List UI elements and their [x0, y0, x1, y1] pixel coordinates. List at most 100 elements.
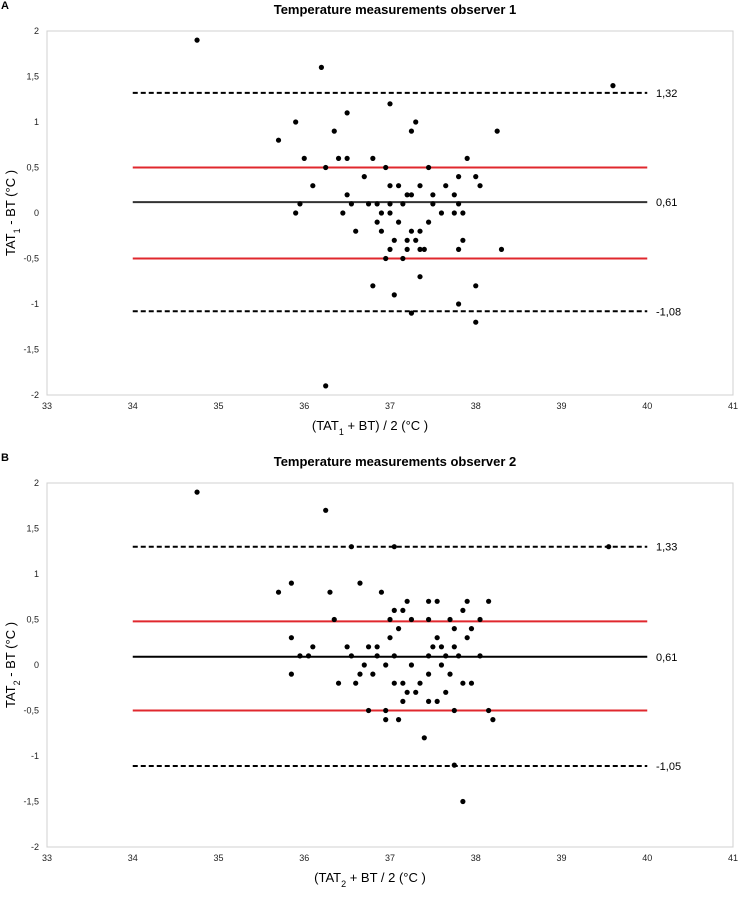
- data-point: [357, 671, 363, 677]
- data-point: [490, 717, 496, 723]
- data-point: [408, 662, 415, 668]
- x-tick-label: 35: [213, 401, 223, 411]
- data-point: [340, 210, 346, 216]
- data-point: [425, 698, 432, 704]
- data-point: [425, 616, 432, 623]
- data-point: [331, 128, 337, 134]
- data-point: [370, 155, 376, 161]
- data-point: [443, 689, 449, 695]
- data-point: [451, 707, 457, 714]
- data-point: [348, 544, 355, 550]
- data-point: [451, 210, 457, 216]
- x-tick-label: 38: [471, 853, 481, 863]
- data-point: [486, 598, 492, 604]
- data-point: [498, 246, 505, 252]
- data-point: [400, 607, 406, 613]
- data-point: [378, 210, 385, 216]
- x-tick-label: 37: [385, 853, 395, 863]
- data-point: [395, 219, 402, 225]
- x-tick-label: 41: [728, 853, 738, 863]
- data-point: [344, 644, 350, 650]
- data-point: [383, 717, 389, 723]
- reference-line-label: 1,32: [656, 88, 677, 100]
- x-tick-label: 33: [42, 853, 52, 863]
- y-tick-label: -0,5: [23, 254, 39, 264]
- y-axis-label: TAT1 - BT (°C ): [3, 170, 22, 256]
- data-point: [365, 644, 372, 650]
- data-point: [395, 626, 402, 632]
- data-point: [344, 192, 350, 198]
- data-point: [387, 183, 393, 189]
- data-point: [434, 635, 440, 641]
- data-point: [430, 201, 436, 207]
- data-point: [425, 598, 432, 604]
- data-point: [421, 735, 427, 741]
- data-point: [288, 635, 294, 641]
- data-point: [451, 626, 457, 632]
- x-tick-label: 37: [385, 401, 395, 411]
- data-point: [194, 489, 200, 495]
- data-point: [477, 616, 483, 623]
- data-point: [486, 707, 492, 714]
- data-point: [391, 544, 397, 550]
- data-point: [387, 635, 393, 641]
- data-point: [460, 680, 466, 686]
- data-point: [430, 192, 436, 198]
- data-point: [370, 283, 376, 289]
- data-point: [477, 653, 483, 659]
- data-point: [335, 680, 342, 686]
- x-tick-label: 38: [471, 401, 481, 411]
- y-tick-label: 0: [34, 660, 39, 670]
- data-point: [344, 155, 350, 161]
- data-point: [473, 319, 479, 325]
- data-point: [430, 644, 436, 650]
- data-point: [451, 644, 457, 650]
- y-tick-label: 2: [34, 26, 39, 36]
- data-point: [421, 246, 427, 252]
- x-tick-label: 33: [42, 401, 52, 411]
- data-point: [434, 598, 440, 604]
- data-point: [417, 274, 423, 280]
- data-point: [297, 201, 303, 207]
- data-point: [464, 598, 470, 604]
- data-point: [353, 680, 359, 686]
- x-axis-label: (TAT1 + BT) / 2 (°C ): [312, 418, 428, 437]
- plot-frame: [46, 30, 734, 396]
- x-tick-label: 39: [556, 853, 566, 863]
- data-point: [374, 644, 380, 650]
- data-point: [464, 155, 470, 161]
- x-tick-label: 39: [556, 401, 566, 411]
- data-point: [404, 246, 410, 252]
- data-point: [408, 228, 415, 234]
- data-point: [408, 192, 415, 198]
- data-point: [288, 580, 294, 586]
- data-point: [408, 128, 415, 134]
- data-point: [323, 507, 329, 513]
- data-point: [323, 164, 329, 171]
- x-tick-label: 40: [642, 401, 652, 411]
- data-point: [408, 310, 415, 316]
- y-axis-label: TAT2 - BT (°C ): [3, 622, 22, 708]
- data-point: [383, 707, 389, 714]
- y-tick-label: 1: [34, 569, 39, 579]
- y-tick-label: 0: [34, 208, 39, 218]
- data-point: [468, 626, 475, 632]
- data-point: [348, 653, 355, 659]
- data-point: [477, 183, 483, 189]
- data-point: [344, 110, 350, 116]
- data-point: [494, 128, 500, 134]
- data-point: [417, 228, 423, 234]
- data-point: [387, 246, 393, 252]
- chart-panel-a: A Temperature measurements observer 1 -2 -1…: [0, 0, 738, 445]
- data-point: [438, 210, 445, 216]
- y-tick-label: 0,5: [26, 615, 39, 625]
- data-point: [331, 616, 337, 623]
- data-point: [391, 653, 397, 659]
- data-point: [451, 192, 457, 198]
- reference-line-label: -1,05: [656, 761, 681, 773]
- data-point: [387, 201, 393, 207]
- data-point: [425, 671, 432, 677]
- data-point: [374, 219, 380, 225]
- data-point: [460, 607, 466, 613]
- data-point: [417, 183, 423, 189]
